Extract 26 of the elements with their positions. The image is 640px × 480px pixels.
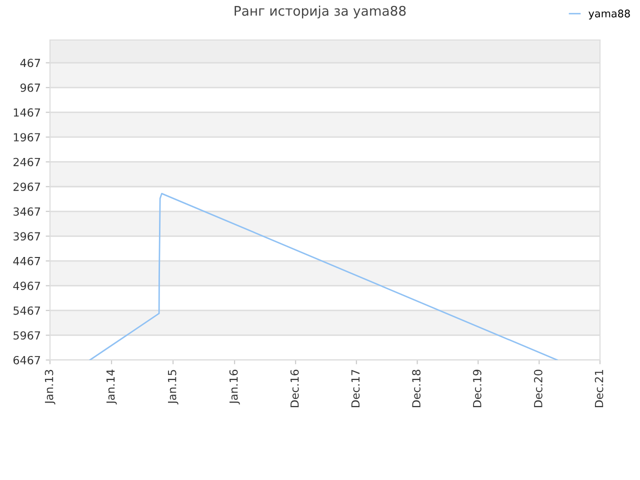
y-tick-label: 2467 (14, 158, 40, 166)
x-tick-label: Jan.16 (229, 370, 240, 404)
x-tick-label: Dec.17 (351, 370, 360, 408)
y-tick-label: 5967 (14, 331, 40, 340)
y-tick-label: 1467 (14, 108, 40, 117)
x-tick-label: Dec.18 (412, 370, 421, 408)
y-tick-label: 3967 (14, 232, 40, 241)
x-tick-label: Jan.14 (106, 370, 117, 404)
x-tick-label: Dec.16 (290, 370, 299, 408)
y-tick-label: 3467 (14, 207, 40, 216)
y-tick-label: 4967 (13, 282, 40, 290)
y-tick-label: 1967 (14, 133, 40, 142)
y-tick-label: 4467 (13, 256, 40, 266)
y-tick-label: 2967 (14, 182, 40, 192)
x-tick-label: Jan.15 (168, 370, 178, 404)
legend-label: yama88 (588, 10, 630, 20)
x-tick-label: Jan.13 (44, 370, 56, 404)
y-tick-label: 6467 (13, 356, 40, 364)
y-tick-label: 5467 (14, 306, 40, 315)
x-tick-label: Dec.19 (472, 370, 482, 408)
x-tick-label: Dec.21 (594, 370, 604, 408)
x-tick-label: Dec.20 (534, 370, 542, 408)
y-tick-label: 467 (20, 58, 40, 68)
chart-title: Ранг историја за yama88 (234, 6, 406, 18)
y-tick-label: 967 (20, 84, 40, 92)
line-series (89, 192, 558, 360)
